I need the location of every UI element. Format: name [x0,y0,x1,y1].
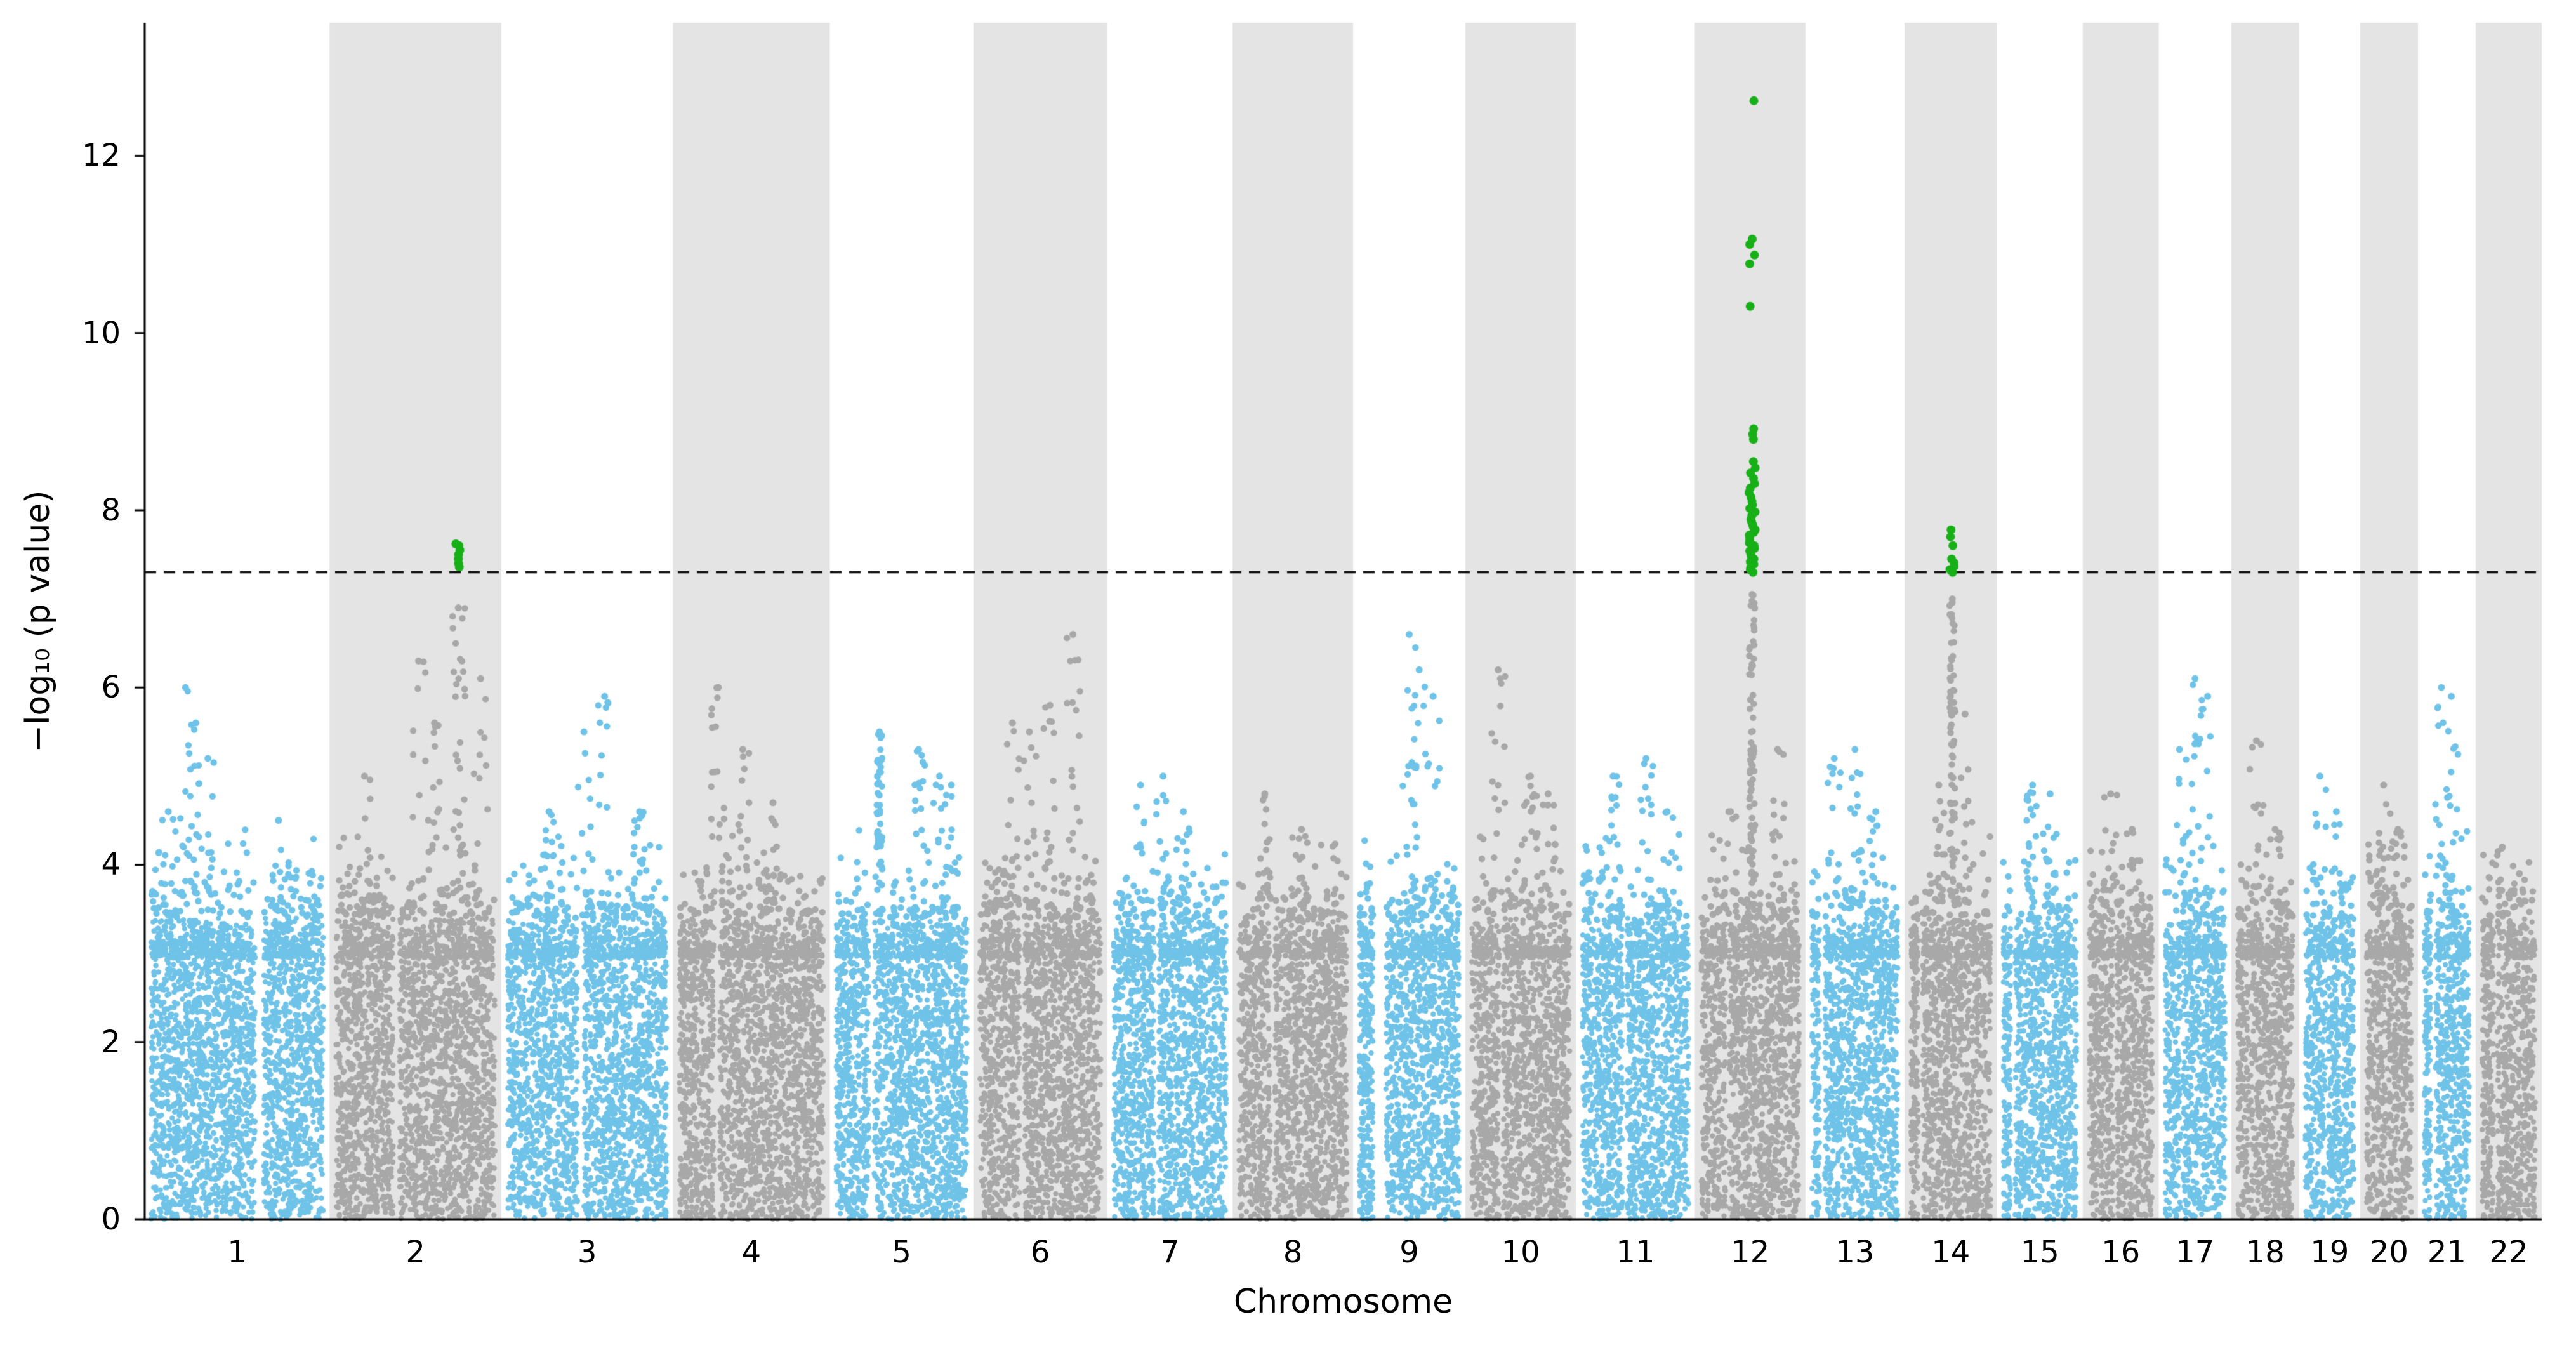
y-tick-label: 6 [101,670,121,706]
x-tick-label: 17 [2176,1234,2215,1270]
y-tick-label: 0 [101,1201,121,1237]
y-tick-label: 10 [81,315,121,351]
x-tick-label: 3 [577,1234,597,1270]
x-tick-label: 4 [741,1234,762,1270]
x-tick-label: 14 [1931,1234,1971,1270]
y-axis-label: −log₁₀ (p value) [19,489,57,753]
x-tick-label: 18 [2245,1234,2285,1270]
x-tick-label: 9 [1399,1234,1419,1270]
x-tick-label: 7 [1160,1234,1180,1270]
x-tick-label: 20 [2369,1234,2408,1270]
x-tick-label: 13 [1835,1234,1875,1270]
x-tick-label: 19 [2310,1234,2349,1270]
x-tick-label: 22 [2489,1234,2528,1270]
y-tick-label: 8 [101,492,121,528]
x-tick-label: 12 [1731,1234,1770,1270]
x-tick-label: 8 [1283,1234,1303,1270]
x-tick-label: 15 [2020,1234,2059,1270]
x-tick-label: 2 [406,1234,425,1270]
x-tick-label: 6 [1030,1234,1050,1270]
x-tick-label: 10 [1501,1234,1540,1270]
x-tick-label: 16 [2101,1234,2141,1270]
x-tick-label: 11 [1616,1234,1655,1270]
y-tick-label: 2 [101,1024,121,1060]
x-axis-label: Chromosome [1233,1283,1453,1321]
x-tick-label: 1 [227,1234,247,1270]
x-tick-label: 21 [2427,1234,2466,1270]
y-tick-label: 4 [101,847,121,883]
x-tick-label: 5 [892,1234,911,1270]
y-tick-label: 12 [81,138,121,174]
